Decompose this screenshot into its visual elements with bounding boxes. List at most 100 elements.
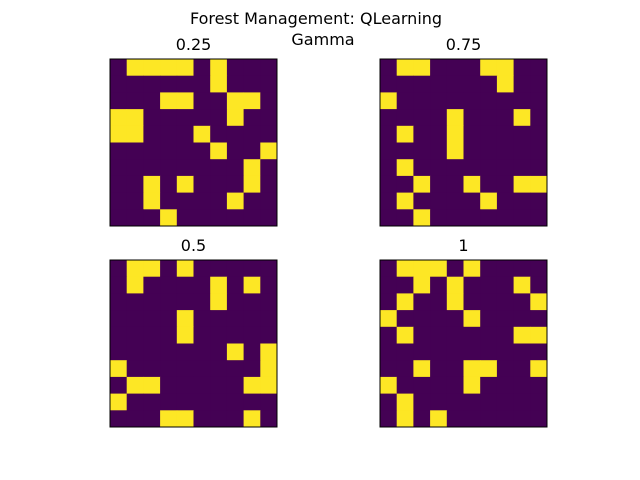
heatmap-cell <box>176 276 194 294</box>
heatmap-cell <box>126 92 144 110</box>
heatmap-cell <box>430 75 448 93</box>
heatmap-cell <box>446 125 464 143</box>
heatmap-cell <box>380 159 398 177</box>
heatmap-cell <box>380 310 398 328</box>
heatmap-cell <box>463 142 481 160</box>
heatmap-cell <box>396 125 414 143</box>
heatmap-cell <box>193 276 211 294</box>
heatmap-cell <box>413 343 431 361</box>
heatmap-cell <box>380 276 398 294</box>
heatmap-cell <box>160 92 178 110</box>
heatmap-cell <box>126 142 144 160</box>
heatmap-cell <box>480 142 498 160</box>
heatmap-cell <box>226 125 244 143</box>
heatmap-cell <box>260 276 278 294</box>
heatmap-cell <box>413 159 431 177</box>
heatmap-cell <box>160 175 178 193</box>
panel-title: 0.25 <box>176 35 212 54</box>
heatmap-cell <box>463 125 481 143</box>
heatmap-panel-top-right: 0.75 <box>379 35 548 227</box>
heatmap-cell <box>513 109 531 127</box>
heatmap-cell <box>430 92 448 110</box>
heatmap-cell <box>126 109 144 127</box>
heatmap-cell <box>430 343 448 361</box>
heatmap-cell <box>110 410 128 428</box>
heatmap-cell <box>210 360 228 378</box>
heatmap-cell <box>160 192 178 210</box>
heatmap-cell <box>446 376 464 394</box>
heatmap-cell <box>530 276 548 294</box>
heatmap-cell <box>480 326 498 344</box>
heatmap-cell <box>496 326 514 344</box>
heatmap-cell <box>530 175 548 193</box>
heatmap-cell <box>396 192 414 210</box>
heatmap-cell <box>260 393 278 411</box>
heatmap-cell <box>380 360 398 378</box>
heatmap-cell <box>243 293 261 311</box>
heatmap-cell <box>396 310 414 328</box>
heatmap-cell <box>513 310 531 328</box>
heatmap-cell <box>480 260 498 278</box>
heatmap-cell <box>160 376 178 394</box>
panel-frame <box>109 58 278 227</box>
heatmap-cell <box>226 326 244 344</box>
heatmap-cell <box>430 276 448 294</box>
heatmap-cell <box>176 109 194 127</box>
heatmap-panel-bottom-right: 1 <box>379 236 548 428</box>
heatmap-cell <box>380 343 398 361</box>
heatmap-cell <box>126 75 144 93</box>
heatmap-cell <box>496 159 514 177</box>
heatmap-cell <box>143 142 161 160</box>
heatmap-cell <box>226 410 244 428</box>
heatmap-cell <box>513 410 531 428</box>
heatmap-cell <box>530 293 548 311</box>
heatmap-cell <box>210 293 228 311</box>
heatmap-cell <box>380 75 398 93</box>
heatmap-cell <box>126 276 144 294</box>
heatmap-cell <box>210 326 228 344</box>
heatmap-cell <box>260 360 278 378</box>
heatmap-cell <box>226 310 244 328</box>
heatmap-cell <box>160 109 178 127</box>
heatmap-cell <box>193 142 211 160</box>
heatmap-cell <box>226 376 244 394</box>
heatmap-cell <box>160 59 178 77</box>
heatmap-cell <box>210 92 228 110</box>
heatmap-cell <box>260 310 278 328</box>
heatmap-cell <box>446 192 464 210</box>
heatmap-cell <box>463 360 481 378</box>
heatmap-cell <box>463 159 481 177</box>
heatmap-cell <box>260 175 278 193</box>
heatmap-cell <box>126 159 144 177</box>
heatmap-cell <box>176 343 194 361</box>
heatmap-cell <box>430 326 448 344</box>
heatmap-cell <box>210 109 228 127</box>
heatmap-cell <box>463 109 481 127</box>
heatmap-cell <box>143 343 161 361</box>
heatmap-cell <box>380 376 398 394</box>
heatmap-cell <box>430 59 448 77</box>
heatmap-cell <box>496 92 514 110</box>
heatmap-cell <box>530 192 548 210</box>
heatmap-cell <box>396 175 414 193</box>
heatmap-cell <box>480 192 498 210</box>
heatmap-cell <box>413 125 431 143</box>
heatmap-cell <box>193 92 211 110</box>
heatmap-cell <box>463 343 481 361</box>
heatmap-cell <box>446 410 464 428</box>
heatmap-cell <box>446 393 464 411</box>
heatmap-cell <box>260 59 278 77</box>
heatmap-cell <box>243 142 261 160</box>
heatmap-cell <box>380 326 398 344</box>
heatmap-cell <box>110 59 128 77</box>
heatmap-cell <box>126 360 144 378</box>
heatmap-cell <box>413 310 431 328</box>
heatmap-cell <box>396 92 414 110</box>
heatmap-cell <box>226 260 244 278</box>
heatmap-cell <box>226 192 244 210</box>
heatmap-cell <box>380 209 398 227</box>
heatmap-cell <box>396 59 414 77</box>
heatmap-cell <box>463 75 481 93</box>
heatmap-cell <box>463 192 481 210</box>
